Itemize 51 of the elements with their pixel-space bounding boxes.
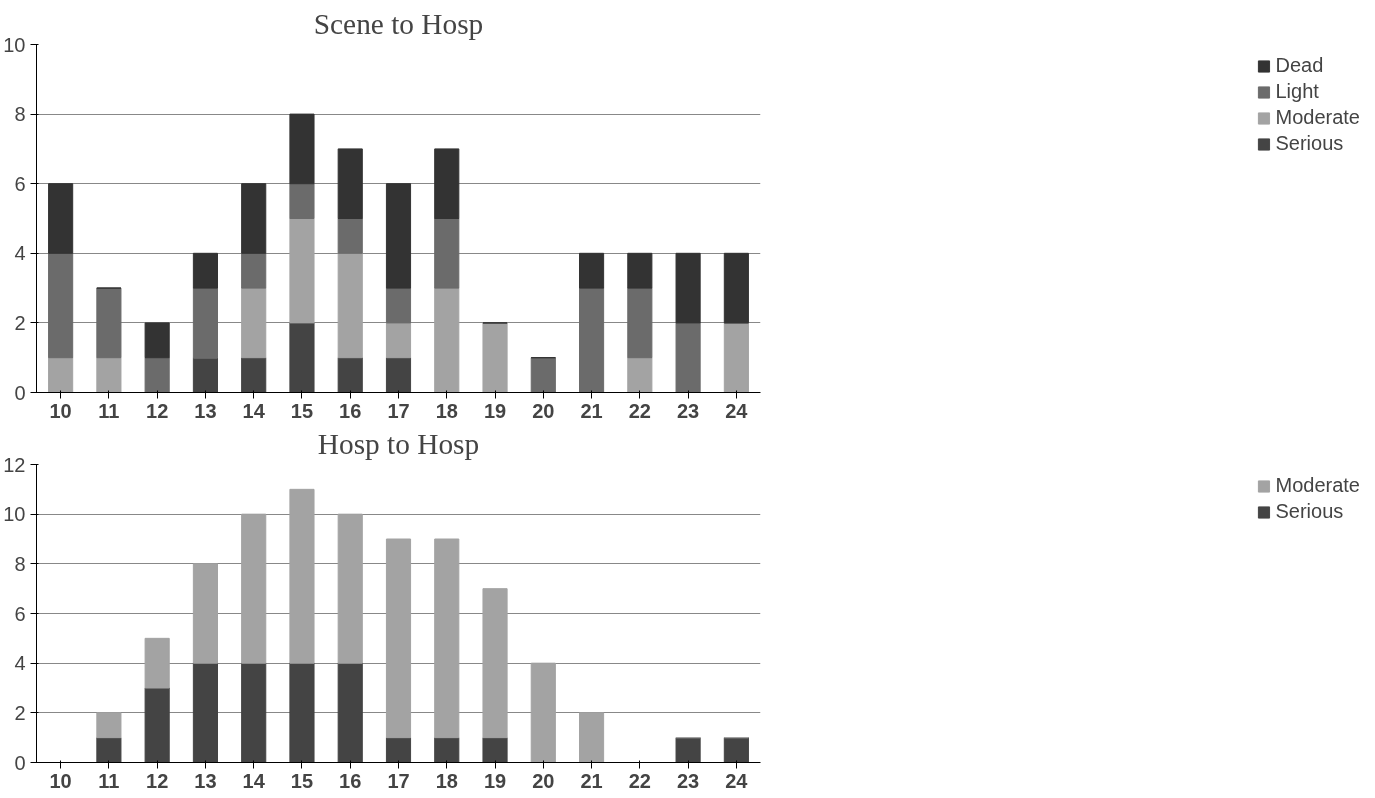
x-tick-label: 21 [580, 399, 603, 422]
y-tick-label: 4 [14, 242, 26, 265]
x-tick-label: 19 [483, 399, 507, 422]
x-tick-label: 12 [146, 769, 169, 792]
legend-label: Serious [1275, 132, 1344, 155]
x-tick-label: 10 [49, 399, 72, 422]
x-tick-label: 22 [628, 769, 651, 792]
x-tick-label: 14 [242, 399, 266, 422]
x-tick-label: 24 [725, 769, 749, 792]
x-tick-label: 21 [580, 769, 603, 792]
x-tick-label: 18 [435, 399, 458, 422]
y-tick-label: 0 [14, 381, 26, 404]
x-tick-label: 11 [98, 769, 120, 792]
y-tick-label: 4 [14, 652, 26, 675]
x-tick-label: 20 [532, 399, 555, 422]
chart-title: Scene to Hosp [313, 7, 484, 40]
legend-label: Dead [1275, 54, 1324, 77]
x-tick-label: 18 [435, 769, 458, 792]
x-tick-label: 13 [194, 769, 217, 792]
x-tick-label: 23 [676, 769, 700, 792]
x-tick-label: 10 [49, 769, 72, 792]
x-tick-label: 23 [676, 399, 700, 422]
x-tick-label: 22 [628, 399, 651, 422]
x-tick-label: 12 [146, 399, 169, 422]
y-tick-label: 6 [14, 602, 26, 625]
x-tick-label: 24 [725, 399, 749, 422]
legend-label: Moderate [1275, 474, 1360, 497]
y-tick-label: 2 [14, 311, 26, 334]
x-tick-label: 19 [483, 769, 507, 792]
x-tick-label: 15 [290, 769, 314, 792]
y-tick-label: 10 [3, 33, 26, 56]
y-tick-label: 8 [14, 552, 26, 575]
chart-title: Hosp to Hosp [317, 427, 480, 460]
legend-label: Serious [1275, 500, 1344, 523]
y-tick-label: 6 [14, 172, 26, 195]
x-tick-label: 16 [339, 399, 362, 422]
y-tick-label: 12 [3, 453, 26, 476]
x-tick-label: 15 [290, 399, 314, 422]
x-tick-label: 16 [339, 769, 362, 792]
x-tick-label: 17 [387, 399, 410, 422]
y-tick-label: 8 [14, 103, 26, 126]
x-tick-label: 14 [242, 769, 266, 792]
y-tick-label: 2 [14, 701, 26, 724]
legend-label: Light [1275, 80, 1319, 103]
x-tick-label: 17 [387, 769, 410, 792]
y-tick-label: 0 [14, 751, 26, 774]
y-tick-label: 10 [3, 503, 26, 526]
x-tick-label: 20 [532, 769, 555, 792]
legend-label: Moderate [1275, 106, 1360, 129]
x-tick-label: 11 [98, 399, 120, 422]
x-tick-label: 13 [194, 399, 217, 422]
